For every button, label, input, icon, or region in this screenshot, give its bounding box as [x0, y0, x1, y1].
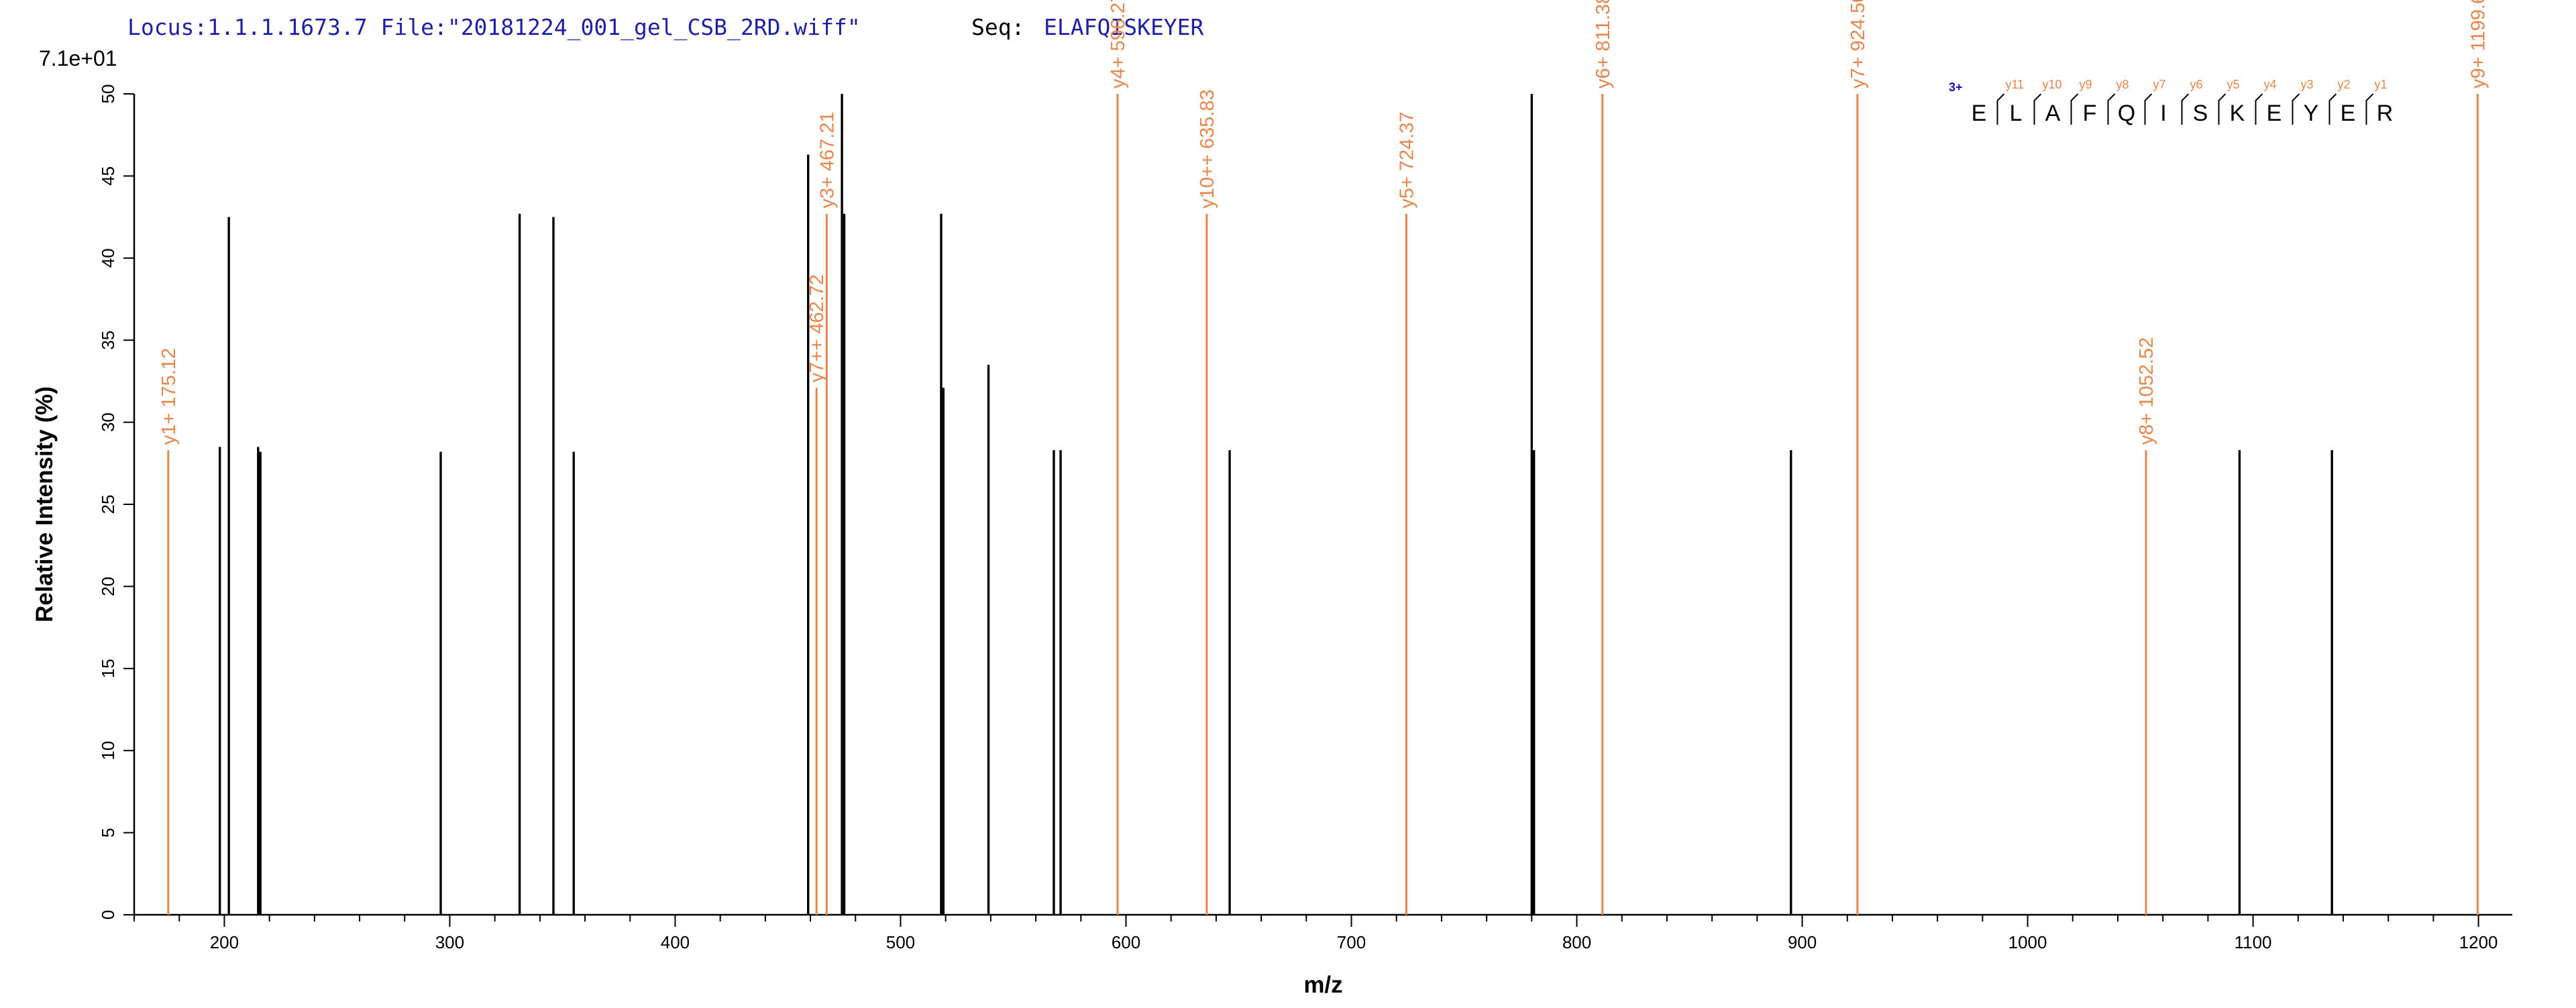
seq-label: Seq: — [971, 14, 1024, 40]
x-tick-label: 300 — [435, 932, 464, 952]
y-ion-label: y10 — [2043, 78, 2062, 91]
sequence-residue: E — [2341, 101, 2356, 126]
sequence-residue: Q — [2118, 101, 2135, 126]
y-ion-bracket — [2070, 93, 2079, 125]
x-tick-label: 200 — [210, 932, 239, 952]
y-ion-bracket — [2255, 93, 2263, 125]
sequence-residue: A — [2045, 101, 2061, 126]
y-ion-bracket — [2218, 93, 2226, 125]
peak-label: y8+ 1052.52 — [2136, 337, 2157, 445]
seq-value: ELAFQISKEYER — [1044, 14, 1204, 40]
y-ion-label: y7 — [2153, 78, 2166, 91]
axes: 200 300 400 500 600 700 800 900 1000 1100 1200 0 5 10… — [98, 85, 2512, 952]
y-tick-label: 5 — [98, 828, 118, 837]
y-ion-bracket — [2107, 93, 2116, 125]
y-ion-label: y3 — [2301, 78, 2314, 91]
peak-label: y7++ 462.72 — [806, 274, 828, 382]
y-tick-label: 15 — [98, 659, 118, 678]
y-ion-bracket — [2365, 93, 2374, 125]
peak-labels: y1+ 175.12 y7++ 462.72 y3+ 467.21 y4+ 596.2… — [158, 0, 2489, 445]
sequence-residue: Y — [2304, 101, 2319, 126]
peak-label: y5+ 724.37 — [1396, 111, 1417, 208]
x-axis-title: m/z — [1303, 972, 1342, 998]
sequence-residue: E — [1972, 101, 1987, 126]
y-ion-label: y5 — [2227, 78, 2240, 91]
y-tick-label: 25 — [98, 495, 118, 514]
y-ion-label: y9 — [2080, 78, 2092, 91]
y-tick-label: 50 — [98, 85, 118, 104]
y-ion-bracket — [2144, 93, 2153, 125]
sequence-residue: K — [2230, 101, 2245, 126]
y-axis-title: Relative Intensity (%) — [32, 386, 58, 622]
y-ion-label: y1 — [2375, 78, 2387, 91]
peaks — [167, 94, 2479, 915]
y-ion-bracket — [2181, 93, 2190, 125]
sequence-residue: S — [2193, 101, 2208, 126]
peak-label: y10++ 635.83 — [1197, 89, 1218, 208]
x-tick-label: 900 — [1788, 932, 1817, 952]
y-ion-bracket — [2328, 93, 2337, 125]
y-ion-label: y8 — [2116, 78, 2129, 91]
charge-state: 3+ — [1949, 80, 1963, 94]
y-tick-label: 0 — [98, 910, 118, 919]
x-tick-label: 400 — [661, 932, 690, 952]
sequence-residue: R — [2377, 101, 2394, 126]
y-tick-label: 30 — [98, 412, 118, 432]
y-tick-label: 20 — [98, 577, 118, 596]
peak-label: y6+ 811.38 — [1593, 0, 1614, 89]
peak-label: y4+ 596.27 — [1108, 0, 1129, 89]
y-tick-label: 40 — [98, 248, 118, 268]
x-tick-label: 1100 — [2235, 932, 2272, 952]
peak-label: y7+ 924.50 — [1847, 0, 1869, 89]
y-ion-bracket — [1996, 93, 2005, 125]
y-ion-bracket — [2033, 93, 2042, 125]
sequence-residue: L — [2010, 101, 2023, 126]
sequence-residue: E — [2267, 101, 2282, 126]
y-tick-label: 10 — [98, 741, 118, 761]
peak-label: y3+ 467.21 — [816, 111, 838, 208]
x-tick-label: 600 — [1112, 932, 1140, 952]
peak-label: y1+ 175.12 — [158, 348, 180, 445]
x-tick-label: 1200 — [2459, 932, 2498, 952]
x-tick-label: 700 — [1337, 932, 1366, 952]
x-tick-label: 800 — [1562, 932, 1591, 952]
sequence-residue: I — [2160, 101, 2166, 126]
y-ion-label: y6 — [2190, 78, 2203, 91]
y-tick-label: 35 — [98, 331, 118, 350]
y-ion-label: y2 — [2338, 78, 2351, 91]
y-ion-label: y11 — [2006, 78, 2025, 91]
sequence-residue: F — [2083, 101, 2097, 126]
x-tick-label: 1000 — [2008, 932, 2047, 952]
peak-label: y9+ 1199.63 — [2467, 0, 2489, 89]
locus-file-header: Locus:1.1.1.1673.7 File:"20181224_001_ge… — [127, 14, 861, 41]
y-tick-label: 45 — [98, 166, 118, 186]
intensity-scale-label: 7.1e+01 — [39, 46, 117, 70]
x-tick-label: 500 — [886, 932, 915, 952]
y-ion-label: y4 — [2264, 78, 2277, 91]
y-ion-bracket — [2292, 93, 2300, 125]
